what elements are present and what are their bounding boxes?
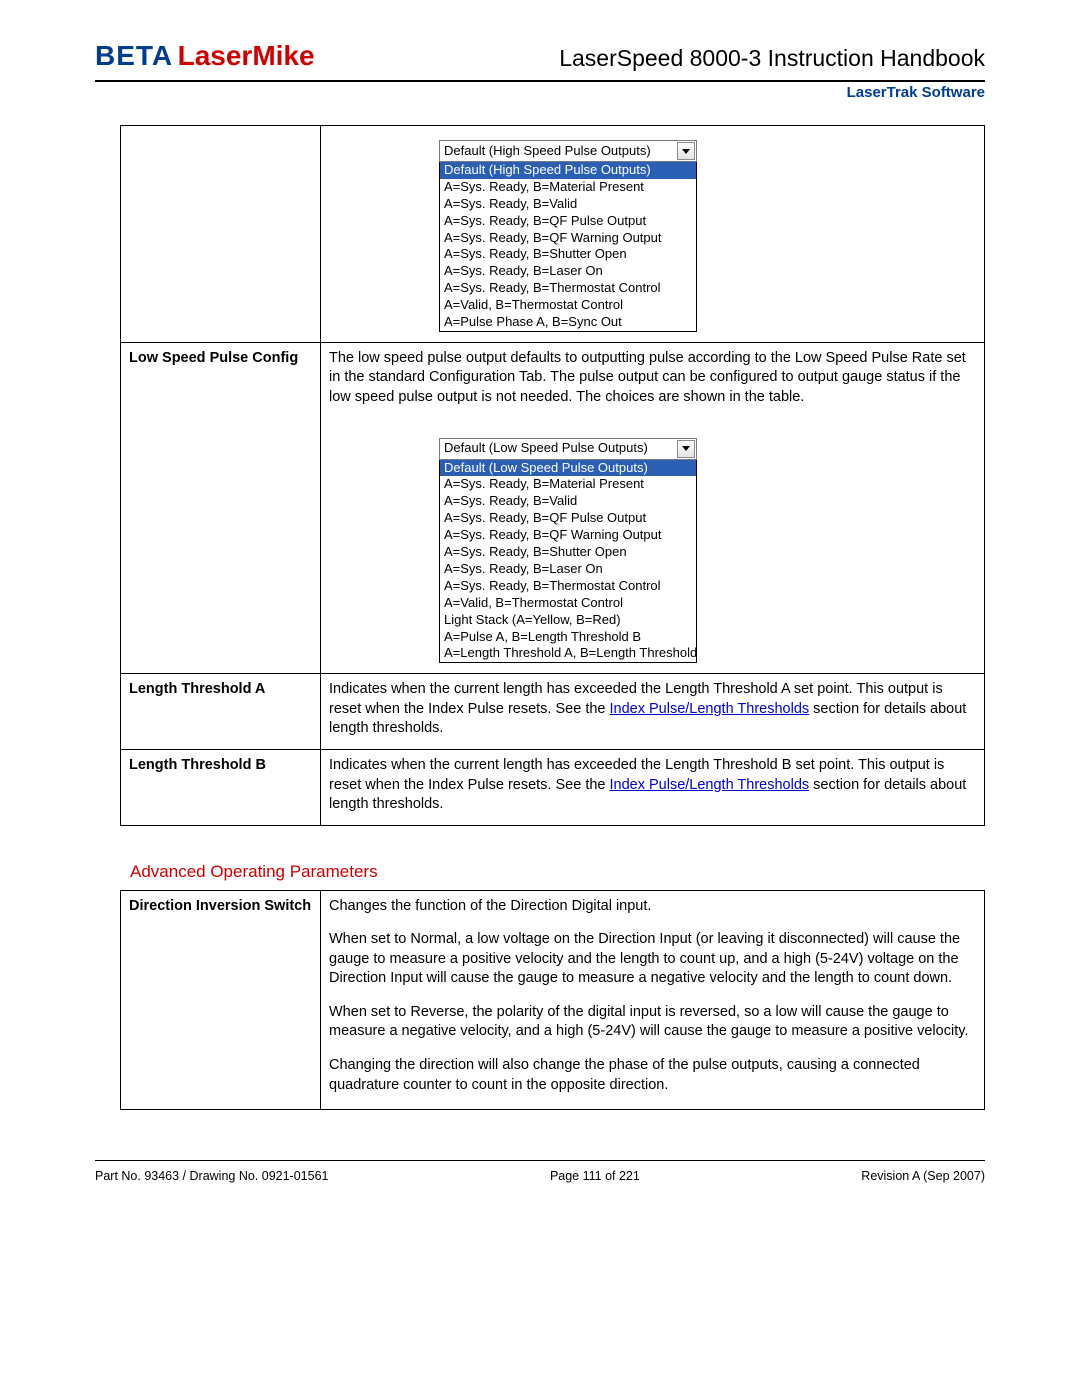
footer-left: Part No. 93463 / Drawing No. 0921-01561 (95, 1169, 328, 1183)
row-content: Changes the function of the Direction Di… (321, 890, 985, 1110)
row-label: Length Threshold A (121, 674, 321, 750)
dropdown-option[interactable]: Default (Low Speed Pulse Outputs) (440, 460, 696, 477)
dropdown-option[interactable]: Default (High Speed Pulse Outputs) (440, 162, 696, 179)
paragraph: When set to Reverse, the polarity of the… (329, 1003, 976, 1042)
dropdown-option[interactable]: A=Sys. Ready, B=QF Pulse Output (440, 213, 696, 230)
table-row: Length Threshold B Indicates when the cu… (121, 749, 985, 825)
footer-rule (95, 1160, 985, 1161)
section-heading: Advanced Operating Parameters (130, 862, 985, 882)
dropdown-option[interactable]: A=Sys. Ready, B=Thermostat Control (440, 280, 696, 297)
table-row: Length Threshold A Indicates when the cu… (121, 674, 985, 750)
dropdown-option[interactable]: A=Sys. Ready, B=Shutter Open (440, 246, 696, 263)
row-content: The low speed pulse output defaults to o… (321, 342, 985, 673)
dropdown-option[interactable]: A=Sys. Ready, B=Laser On (440, 263, 696, 280)
dropdown-option[interactable]: A=Sys. Ready, B=Shutter Open (440, 544, 696, 561)
high-speed-dropdown[interactable]: Default (High Speed Pulse Outputs) Defau… (439, 140, 697, 332)
threshold-link[interactable]: Index Pulse/Length Thresholds (610, 777, 810, 793)
row-label-empty (121, 126, 321, 343)
dropdown-option[interactable]: A=Pulse A, B=Length Threshold B (440, 629, 696, 646)
logo-lasermike: LaserMike (178, 40, 315, 71)
paragraph: When set to Normal, a low voltage on the… (329, 930, 976, 989)
section-subtitle: LaserTrak Software (95, 84, 985, 101)
document-title: LaserSpeed 8000-3 Instruction Handbook (559, 45, 985, 72)
dropdown-option[interactable]: A=Sys. Ready, B=Material Present (440, 179, 696, 196)
table-row: Default (High Speed Pulse Outputs) Defau… (121, 126, 985, 343)
dropdown-option[interactable]: A=Pulse Phase A, B=Sync Out (440, 314, 696, 331)
low-speed-dropdown[interactable]: Default (Low Speed Pulse Outputs) Defaul… (439, 438, 697, 664)
chevron-down-icon[interactable] (677, 440, 695, 458)
row-text: The low speed pulse output defaults to o… (329, 350, 966, 405)
footer-right: Revision A (Sep 2007) (861, 1169, 985, 1183)
dropdown-selected-text: Default (High Speed Pulse Outputs) (444, 143, 651, 160)
dropdown-option[interactable]: A=Sys. Ready, B=QF Warning Output (440, 527, 696, 544)
footer-center: Page 111 of 221 (550, 1169, 640, 1183)
dropdown-option[interactable]: A=Valid, B=Thermostat Control (440, 297, 696, 314)
paragraph: Changes the function of the Direction Di… (329, 897, 976, 917)
page-footer: Part No. 93463 / Drawing No. 0921-01561 … (95, 1169, 985, 1183)
dropdown-option[interactable]: A=Sys. Ready, B=Laser On (440, 561, 696, 578)
page-header: BETA LaserMike LaserSpeed 8000-3 Instruc… (95, 40, 985, 76)
threshold-link[interactable]: Index Pulse/Length Thresholds (610, 701, 810, 717)
dropdown-option[interactable]: A=Sys. Ready, B=Valid (440, 493, 696, 510)
config-table: Default (High Speed Pulse Outputs) Defau… (120, 125, 985, 826)
dropdown-option[interactable]: A=Sys. Ready, B=Material Present (440, 476, 696, 493)
dropdown-option[interactable]: A=Sys. Ready, B=QF Warning Output (440, 230, 696, 247)
dropdown-selected-text: Default (Low Speed Pulse Outputs) (444, 440, 648, 457)
row-content: Indicates when the current length has ex… (321, 749, 985, 825)
dropdown-option[interactable]: Light Stack (A=Yellow, B=Red) (440, 612, 696, 629)
header-rule (95, 80, 985, 82)
chevron-down-icon[interactable] (677, 142, 695, 160)
dropdown-option[interactable]: A=Valid, B=Thermostat Control (440, 595, 696, 612)
logo: BETA LaserMike (95, 40, 315, 72)
table-row: Low Speed Pulse Config The low speed pul… (121, 342, 985, 673)
dropdown-option[interactable]: A=Sys. Ready, B=Valid (440, 196, 696, 213)
advanced-params-table: Direction Inversion Switch Changes the f… (120, 890, 985, 1111)
dropdown-option[interactable]: A=Length Threshold A, B=Length Threshold (440, 645, 696, 662)
dropdown-list[interactable]: Default (Low Speed Pulse Outputs) A=Sys.… (439, 460, 697, 664)
dropdown-selected[interactable]: Default (Low Speed Pulse Outputs) (439, 438, 697, 460)
row-content: Indicates when the current length has ex… (321, 674, 985, 750)
dropdown-option[interactable]: A=Sys. Ready, B=QF Pulse Output (440, 510, 696, 527)
dropdown-option[interactable]: A=Sys. Ready, B=Thermostat Control (440, 578, 696, 595)
row-label: Length Threshold B (121, 749, 321, 825)
row-label: Direction Inversion Switch (121, 890, 321, 1110)
table-row: Direction Inversion Switch Changes the f… (121, 890, 985, 1110)
logo-beta: BETA (95, 40, 173, 71)
row-content: Default (High Speed Pulse Outputs) Defau… (321, 126, 985, 343)
dropdown-selected[interactable]: Default (High Speed Pulse Outputs) (439, 140, 697, 162)
dropdown-list[interactable]: Default (High Speed Pulse Outputs) A=Sys… (439, 162, 697, 332)
row-label: Low Speed Pulse Config (121, 342, 321, 673)
paragraph: Changing the direction will also change … (329, 1056, 976, 1095)
